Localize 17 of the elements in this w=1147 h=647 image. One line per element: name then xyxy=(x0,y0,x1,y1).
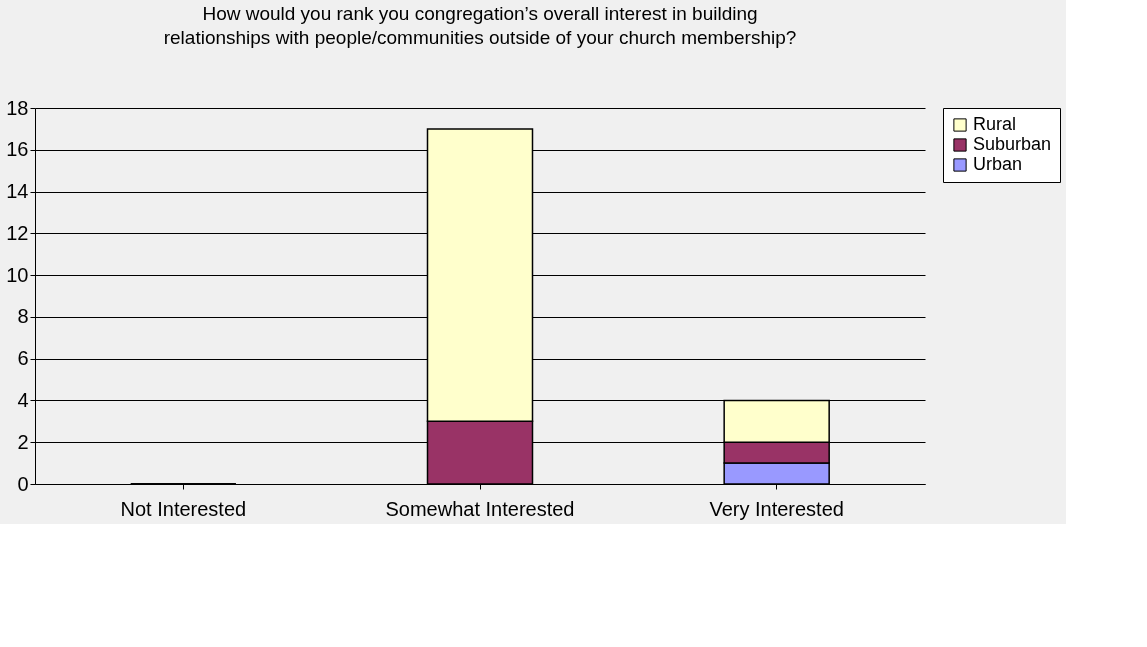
y-tick-label: 16 xyxy=(6,138,29,161)
legend-label: Rural xyxy=(973,114,1017,134)
y-tick-label: 18 xyxy=(6,96,29,119)
chart-title: How would you rank you congregation’s overall interest in building relationships with people/communities outside of your church membership? xyxy=(163,3,797,48)
x-tick-label: Very Interested xyxy=(709,497,844,520)
y-tick-label: 6 xyxy=(17,347,29,370)
y-tick-label: 10 xyxy=(6,263,29,286)
y-tick-label: 0 xyxy=(17,472,29,495)
y-tick-label: 8 xyxy=(17,305,29,328)
x-tick-label: Somewhat Interested xyxy=(385,497,575,520)
y-tick-label: 14 xyxy=(6,180,29,203)
legend-label: Urban xyxy=(973,154,1023,174)
y-tick-label: 4 xyxy=(17,388,29,411)
y-tick-label: 12 xyxy=(6,221,29,244)
x-tick-label: Not Interested xyxy=(120,497,247,520)
y-tick-label: 2 xyxy=(17,430,29,453)
legend-label: Suburban xyxy=(973,134,1052,154)
